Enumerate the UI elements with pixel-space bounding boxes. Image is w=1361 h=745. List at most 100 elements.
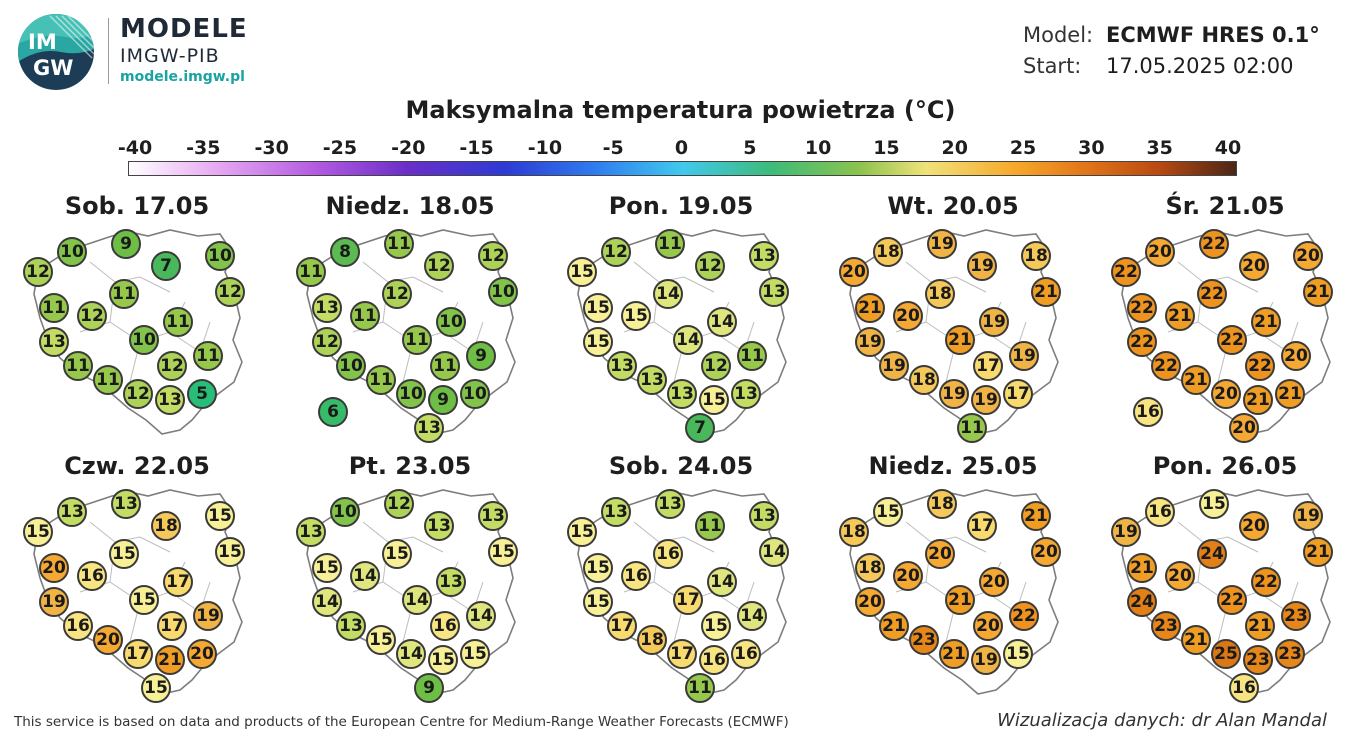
temperature-marker: 15: [215, 537, 245, 567]
temperature-marker: 22: [1111, 257, 1141, 287]
temperature-marker: 15: [205, 501, 235, 531]
temperature-marker: 15: [488, 537, 518, 567]
footer-credit: Wizualizacja danych: dr Alan Mandal: [997, 710, 1327, 731]
temperature-marker: 11: [350, 301, 380, 331]
temperature-marker: 13: [731, 379, 761, 409]
temperature-marker: 13: [749, 241, 779, 271]
temperature-marker: 15: [701, 611, 731, 641]
brand-url-link[interactable]: modele.imgw.pl: [120, 69, 245, 85]
start-value: 17.05.2025 02:00: [1106, 54, 1294, 78]
temperature-marker: 12: [157, 351, 187, 381]
temperature-marker: 5: [187, 379, 217, 409]
temperature-marker: 12: [384, 489, 414, 519]
temperature-marker: 9: [428, 385, 458, 415]
temperature-marker: 18: [151, 511, 181, 541]
temperature-marker: 19: [879, 351, 909, 381]
temperature-marker: 21: [155, 645, 185, 675]
model-value: ECMWF HRES 0.1°: [1106, 23, 1320, 47]
temperature-marker: 16: [63, 611, 93, 641]
day-label: Niedz. 18.05: [325, 192, 495, 220]
temperature-marker: 20: [39, 553, 69, 583]
temperature-marker: 10: [436, 307, 466, 337]
temperature-marker: 15: [583, 587, 613, 617]
day-label: Pon. 19.05: [608, 192, 754, 220]
temperature-marker: 10: [205, 241, 235, 271]
temperature-marker: 21: [945, 585, 975, 615]
temperature-marker: 11: [296, 257, 326, 287]
scale-tick-label: 30: [1078, 137, 1105, 159]
temperature-marker: 15: [699, 385, 729, 415]
temperature-marker: 13: [436, 567, 466, 597]
day-label: Czw. 22.05: [64, 452, 210, 480]
temperature-marker: 21: [1031, 277, 1061, 307]
temperature-marker: 16: [731, 639, 761, 669]
temperature-marker: 15: [23, 517, 53, 547]
temperature-marker: 12: [478, 241, 508, 271]
logo-text-top: IM: [28, 30, 57, 54]
temperature-marker: 21: [1245, 611, 1275, 641]
temperature-marker: 21: [1181, 365, 1211, 395]
temperature-marker: 11: [384, 229, 414, 259]
temperature-marker: 19: [193, 601, 223, 631]
day-label: Sob. 24.05: [608, 452, 754, 480]
temperature-marker: 7: [685, 413, 715, 443]
temperature-marker: 11: [193, 341, 223, 371]
temperature-marker: 15: [583, 293, 613, 323]
temperature-marker: 15: [567, 517, 597, 547]
temperature-marker: 21: [1021, 501, 1051, 531]
temperature-marker: 12: [424, 251, 454, 281]
temperature-marker: 16: [77, 561, 107, 591]
temperature-marker: 10: [396, 379, 426, 409]
temperature-marker: 11: [737, 341, 767, 371]
temperature-marker: 22: [1127, 327, 1157, 357]
temperature-marker: 13: [749, 501, 779, 531]
temperature-marker: 20: [839, 257, 869, 287]
temperature-marker: 20: [1293, 241, 1323, 271]
scale-tick-label: 40: [1214, 137, 1242, 159]
temperature-marker: 15: [366, 625, 396, 655]
temperature-marker: 12: [601, 237, 631, 267]
temperature-marker: 17: [673, 585, 703, 615]
temperature-marker: 21: [1303, 537, 1333, 567]
temperature-marker: 14: [350, 561, 380, 591]
temperature-marker: 23: [909, 625, 939, 655]
day-label: Pon. 26.05: [1152, 452, 1298, 480]
temperature-marker: 9: [414, 673, 444, 703]
temperature-marker: 19: [1009, 341, 1039, 371]
temperature-marker: 12: [701, 351, 731, 381]
temperature-marker: 13: [57, 497, 87, 527]
temperature-marker: 15: [1199, 489, 1229, 519]
scale-tick-label: -30: [254, 137, 289, 159]
temperature-marker: 24: [1197, 539, 1227, 569]
temperature-marker: 15: [428, 645, 458, 675]
temperature-marker: 13: [414, 413, 444, 443]
day-label: Pt. 23.05: [348, 452, 472, 480]
temperature-marker: 15: [109, 539, 139, 569]
temperature-marker: 15: [621, 301, 651, 331]
temperature-marker: 13: [296, 517, 326, 547]
temperature-marker: 13: [155, 385, 185, 415]
scale-tick-label: -35: [186, 137, 221, 159]
temperature-marker: 10: [129, 325, 159, 355]
temperature-marker: 11: [430, 351, 460, 381]
page-title: Maksymalna temperatura powietrza (°C): [405, 96, 956, 124]
temperature-marker: 20: [1239, 251, 1269, 281]
temperature-marker: 23: [1151, 611, 1181, 641]
temperature-marker: 11: [685, 673, 715, 703]
temperature-marker: 16: [1133, 397, 1163, 427]
temperature-marker: 14: [402, 585, 432, 615]
temperature-marker: 21: [1303, 277, 1333, 307]
temperature-marker: 17: [123, 639, 153, 669]
temperature-marker: 12: [77, 301, 107, 331]
scale-tick-label: 35: [1146, 137, 1173, 159]
temperature-marker: 20: [1145, 237, 1175, 267]
scale-tick-label: 25: [1009, 137, 1037, 159]
temperature-marker: 15: [460, 639, 490, 669]
temperature-marker: 14: [759, 537, 789, 567]
temperature-marker: 15: [1003, 639, 1033, 669]
scale-tick-label: -20: [391, 137, 426, 159]
temperature-marker: 16: [699, 645, 729, 675]
temperature-marker: 20: [893, 301, 923, 331]
temperature-marker: 23: [1275, 639, 1305, 669]
day-label: Wt. 20.05: [887, 192, 1019, 220]
